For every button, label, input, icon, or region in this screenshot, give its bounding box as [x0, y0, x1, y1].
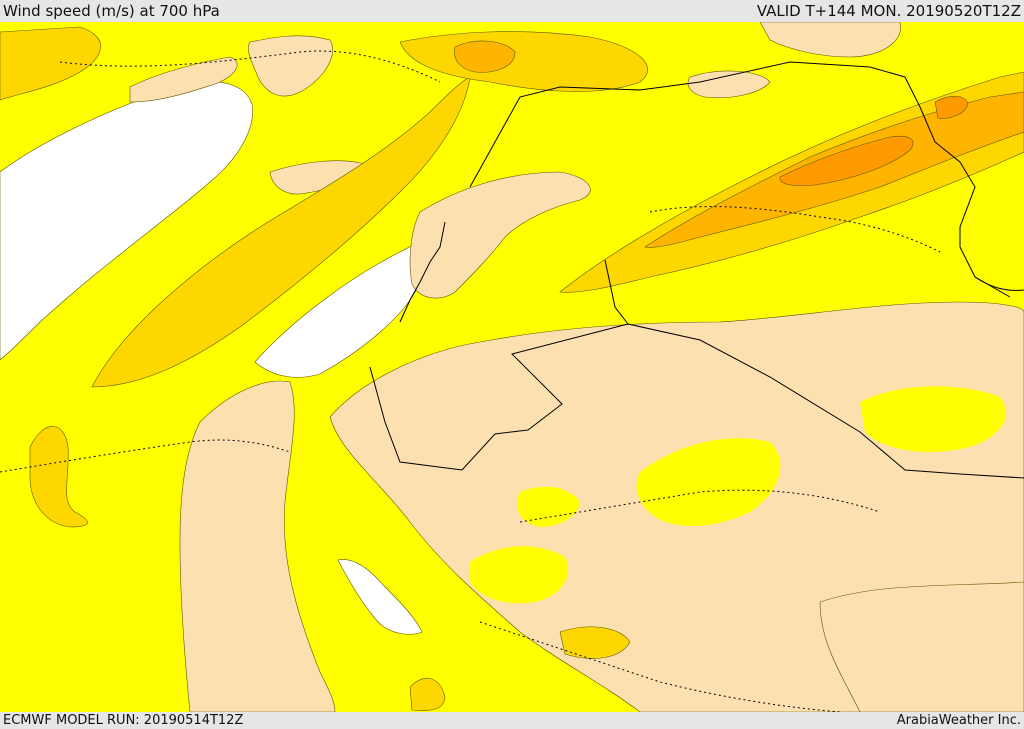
valid-time: VALID T+144 MON. 20190520T12Z — [756, 2, 1021, 20]
dotted-egypt-provinces — [0, 439, 291, 473]
light-patch-gulf — [860, 386, 1006, 452]
model-run: ECMWF MODEL RUN: 20190514T12Z — [3, 713, 244, 728]
borders — [369, 61, 1024, 479]
light-patch-nejd — [636, 438, 781, 527]
fresh-north-patch — [454, 40, 516, 73]
calm-south-east — [819, 581, 1024, 712]
calm-levant — [409, 171, 591, 299]
calm-turkey-north — [247, 35, 333, 97]
dotted-south-provinces — [479, 621, 841, 712]
light-patch-hejaz — [517, 486, 580, 527]
moderate-libya — [29, 426, 88, 528]
dotted-saudi-provinces — [519, 489, 881, 523]
footer-bar: ECMWF MODEL RUN: 20190514T12Z ArabiaWeat… — [0, 712, 1024, 729]
internal-boundaries — [0, 50, 941, 712]
red-sea — [337, 559, 423, 635]
strong-core-iran — [934, 95, 969, 119]
border-syria-iraq — [604, 259, 629, 325]
moderate-south — [559, 626, 631, 659]
strong-core-iraq — [779, 135, 914, 187]
dotted-iraq-provinces — [649, 206, 941, 253]
border-jordan-saudi — [369, 323, 629, 471]
wind-speed-map — [0, 22, 1024, 712]
coast-gulf — [974, 276, 1024, 291]
border-iraq-iran — [904, 76, 1011, 298]
calm-egypt — [179, 380, 336, 712]
border-turkey-syria — [469, 61, 906, 188]
map-title: Wind speed (m/s) at 700 hPa — [3, 2, 220, 20]
calm-north-east — [759, 22, 901, 58]
moderate-yemen — [409, 678, 446, 711]
map-canvas — [0, 22, 1024, 712]
light-patch-south — [470, 546, 569, 604]
calm-turkey-west — [129, 56, 238, 103]
border-levant-coast — [399, 221, 446, 323]
header-bar: Wind speed (m/s) at 700 hPa VALID T+144 … — [0, 0, 1024, 22]
border-iraq-saudi — [627, 323, 1024, 479]
moderate-northwest — [0, 26, 101, 101]
mediterranean-sea — [0, 81, 253, 361]
calm-central-east — [687, 70, 771, 98]
credit: ArabiaWeather Inc. — [896, 713, 1021, 728]
